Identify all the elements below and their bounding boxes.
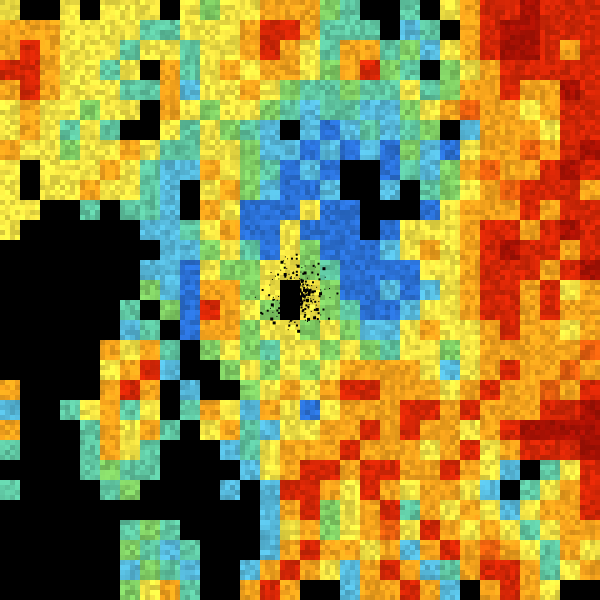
radar-heatmap-canvas: [0, 0, 600, 600]
radar-image: [0, 0, 600, 600]
